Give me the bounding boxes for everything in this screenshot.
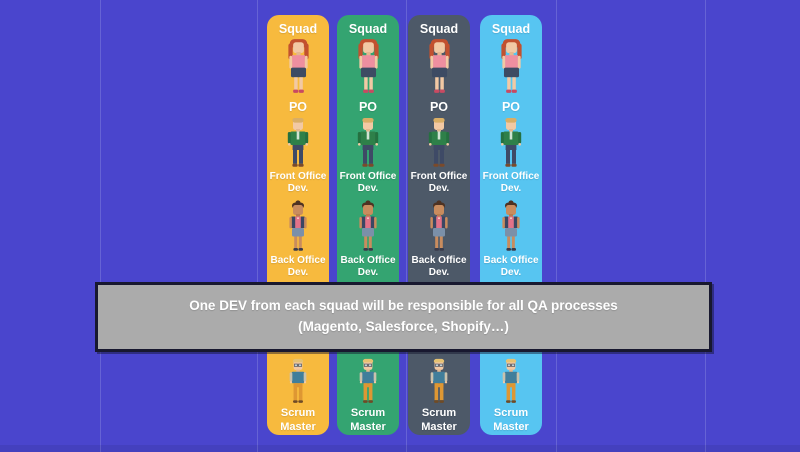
front-office-dev-man-green-jacket-icon	[421, 116, 457, 169]
squad-title: Squad	[348, 22, 388, 36]
scrum-master-man-glasses-icon	[352, 358, 384, 405]
back-office-dev-label: Back Office Dev.	[270, 255, 326, 278]
squad-column-1: Squad PO Front Office Dev. Back Office D…	[267, 15, 329, 435]
po-label: PO	[288, 100, 308, 114]
qa-note-line-1: One DEV from each squad will be responsi…	[189, 298, 618, 314]
back-office-dev-woman-icon	[350, 200, 386, 253]
front-office-dev-man-green-jacket-icon	[350, 116, 386, 169]
po-label: PO	[358, 100, 378, 114]
background-guide-line	[100, 0, 101, 452]
po-label: PO	[429, 100, 449, 114]
background-guide-line	[406, 0, 407, 452]
squad-column-4: Squad PO Front Office Dev. Back Office D…	[480, 15, 542, 435]
scrum-master-man-glasses-icon	[282, 358, 314, 405]
scrum-master-label: Scrum Master	[421, 407, 457, 433]
front-office-dev-label: Front Office Dev.	[410, 171, 468, 194]
back-office-dev-woman-icon	[493, 200, 529, 253]
squad-column-2: Squad PO Front Office Dev. Back Office D…	[337, 15, 399, 435]
front-office-dev-man-green-jacket-icon	[280, 116, 316, 169]
scrum-master-label: Scrum Master	[493, 407, 529, 433]
po-woman-red-hair-icon	[349, 38, 388, 95]
background-guide-line	[705, 0, 706, 452]
po-woman-red-hair-icon	[492, 38, 531, 95]
background-guide-line	[556, 0, 557, 452]
squad-title: Squad	[491, 22, 531, 36]
qa-note-line-2: (Magento, Salesforce, Shopify…)	[298, 319, 509, 334]
qa-note-banner: One DEV from each squad will be responsi…	[95, 282, 712, 352]
back-office-dev-label: Back Office Dev.	[483, 255, 539, 278]
squad-column-3: Squad PO Front Office Dev. Back Office D…	[408, 15, 470, 435]
back-office-dev-woman-icon	[421, 200, 457, 253]
back-office-dev-woman-icon	[280, 200, 316, 253]
front-office-dev-man-green-jacket-icon	[493, 116, 529, 169]
front-office-dev-label: Front Office Dev.	[269, 171, 327, 194]
bottom-shade	[0, 445, 800, 452]
squad-title: Squad	[278, 22, 318, 36]
back-office-dev-label: Back Office Dev.	[340, 255, 396, 278]
scrum-master-man-glasses-icon	[423, 358, 455, 405]
scrum-master-label: Scrum Master	[350, 407, 386, 433]
squad-title: Squad	[419, 22, 459, 36]
front-office-dev-label: Front Office Dev.	[339, 171, 397, 194]
scrum-master-man-glasses-icon	[495, 358, 527, 405]
back-office-dev-label: Back Office Dev.	[411, 255, 467, 278]
po-label: PO	[501, 100, 521, 114]
background-guide-line	[257, 0, 258, 452]
front-office-dev-label: Front Office Dev.	[482, 171, 540, 194]
scrum-master-label: Scrum Master	[280, 407, 316, 433]
po-woman-red-hair-icon	[279, 38, 318, 95]
po-woman-red-hair-icon	[420, 38, 459, 95]
